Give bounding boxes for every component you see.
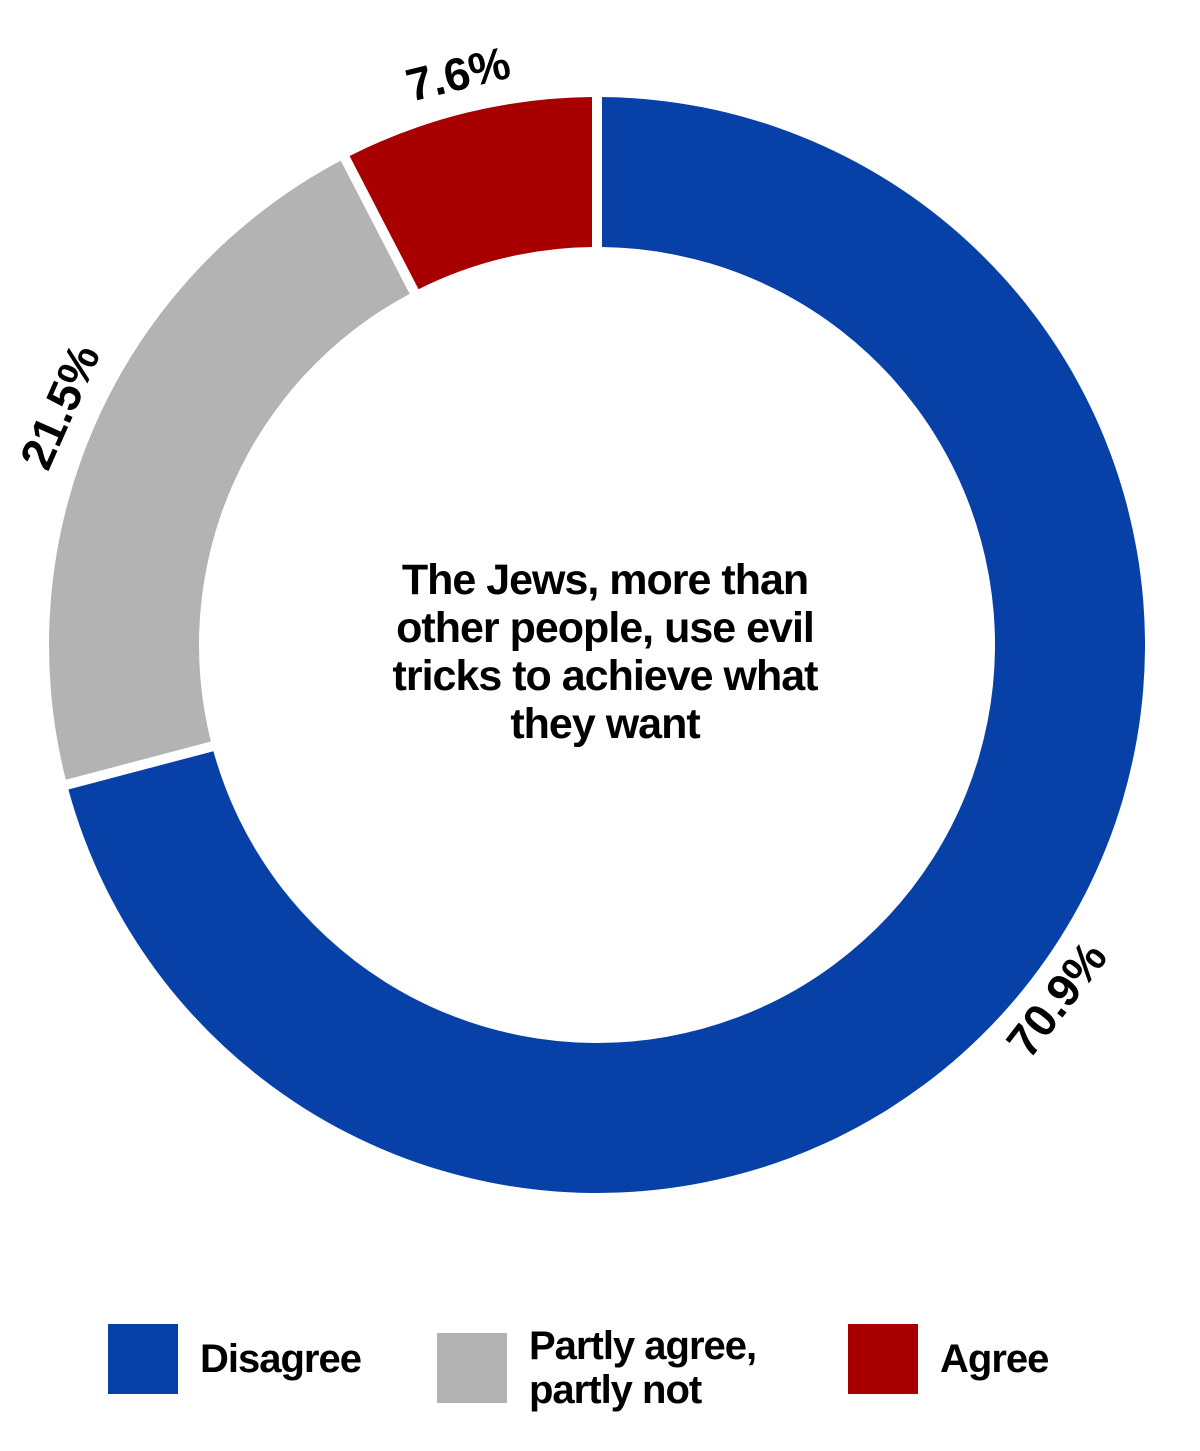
legend-label-agree: Agree [940, 1337, 1049, 1381]
donut-chart: 70.9%21.5%7.6% [10, 36, 1146, 1193]
legend-label-disagree: Disagree [200, 1337, 362, 1381]
legend-swatch-partly-agree [437, 1333, 507, 1403]
donut-slice-partly-agree-partly-not [49, 160, 410, 780]
chart-center-text: The Jews, more than other people, use ev… [392, 556, 819, 748]
donut-slices [49, 97, 1146, 1193]
legend-item-disagree: Disagree [108, 1324, 362, 1394]
legend-swatch-disagree [108, 1324, 178, 1394]
legend-item-agree: Agree [848, 1324, 1049, 1394]
legend-item-partly-agree: Partly agree, partly not [437, 1324, 757, 1412]
legend-swatch-agree [848, 1324, 918, 1394]
legend: Disagree Partly agree, partly not Agree [0, 1300, 1200, 1440]
donut-slice-agree [349, 97, 593, 290]
slice-label-agree: 7.6% [401, 36, 515, 111]
legend-label-partly-agree: Partly agree, partly not [529, 1324, 757, 1412]
